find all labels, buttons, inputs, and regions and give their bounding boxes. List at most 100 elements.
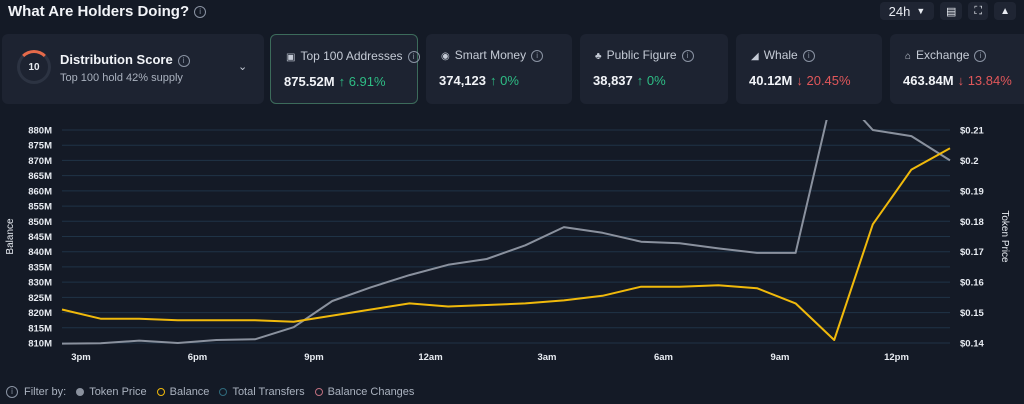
legend-label: Balance Changes <box>327 386 415 398</box>
legend-dot <box>76 388 85 396</box>
metric-card-top-100-addresses[interactable]: ▣ Top 100 Addresses i 875.52M ↑ 6.91% <box>270 34 420 104</box>
metric-card-value: 374,123 ↑ 0% <box>439 73 519 88</box>
info-icon[interactable]: i <box>6 386 18 398</box>
metric-card-whale[interactable]: ◢ Whale i 40.12M ↓ 20.45% <box>736 34 882 104</box>
holders-chart: 880M 875M 870M 865M 860M 855M 850M 845M 840M 835M… <box>5 120 1010 363</box>
whale-icon: ◢ <box>751 51 759 62</box>
x-tick-label: 9am <box>770 352 789 363</box>
info-icon[interactable]: i <box>974 49 987 62</box>
y2-tick-label: $0.18 <box>960 217 984 228</box>
legend-dot <box>156 388 165 396</box>
metric-card-label-text: Public Figure <box>606 48 677 62</box>
legend-label: Total Transfers <box>232 386 305 398</box>
metric-card-label-text: Smart Money <box>454 48 527 62</box>
metric-change: ↑ 0% <box>636 73 666 88</box>
metric-card-label-text: Top 100 Addresses <box>300 49 403 63</box>
y-axis-label: Balance <box>5 218 16 255</box>
info-icon[interactable]: i <box>531 49 544 62</box>
metric-card-value: 38,837 ↑ 0% <box>593 73 666 88</box>
y2-tick-label: $0.16 <box>960 278 984 289</box>
y2-tick-label: $0.19 <box>960 186 984 197</box>
x-tick-label: 3pm <box>71 352 91 363</box>
y-tick-label: 830M <box>28 278 52 289</box>
fullscreen-icon: ⛶ <box>974 4 983 17</box>
y-tick-label: 880M <box>28 126 52 137</box>
calendar-icon: ▤ <box>945 5 957 18</box>
metric-cards: 10 Distribution Score i Top 100 hold 42% … <box>0 34 1024 104</box>
y-tick-label: 850M <box>28 217 52 228</box>
info-icon[interactable]: i <box>194 6 207 19</box>
smart-money-icon: ◉ <box>441 51 450 62</box>
y-tick-label: 835M <box>28 262 52 273</box>
y-tick-label: 815M <box>28 323 52 334</box>
fullscreen-button[interactable]: ⛶ <box>968 2 989 20</box>
metric-value-text: 875.52M <box>284 74 335 89</box>
info-icon[interactable]: i <box>407 50 420 63</box>
y2-tick-label: $0.14 <box>960 339 984 350</box>
metric-card-label: ◉ Smart Money i <box>441 48 544 62</box>
series-line-balance <box>61 147 951 341</box>
y-tick-label: 875M <box>28 141 52 152</box>
legend-item-balance-changes[interactable]: Balance Changes <box>314 386 415 398</box>
metric-card-label: ▣ Top 100 Addresses i <box>286 49 420 63</box>
y-tick-label: 825M <box>28 293 52 304</box>
time-range-select[interactable]: 24h ▼ <box>879 2 934 20</box>
metric-card-label: ◢ Whale i <box>751 48 815 62</box>
calendar-button[interactable]: ▤ <box>939 2 963 20</box>
metric-card-public-figure[interactable]: ♣ Public Figure i 38,837 ↑ 0% <box>580 34 728 104</box>
distribution-score-value: 10 <box>28 61 40 73</box>
x-tick-label: 6am <box>654 352 673 363</box>
y-tick-label: 870M <box>28 156 52 167</box>
metric-change: ↑ 6.91% <box>338 74 386 89</box>
y-tick-label: 840M <box>28 247 52 258</box>
y-tick-label: 865M <box>28 171 52 182</box>
y2-tick-label: $0.2 <box>960 156 979 167</box>
distribution-score-card[interactable]: 10 Distribution Score i Top 100 hold 42% … <box>2 34 264 104</box>
y2-tick-label: $0.17 <box>960 247 984 258</box>
wallet-icon: ▣ <box>286 52 296 63</box>
metric-value-text: 38,837 <box>593 73 633 88</box>
info-icon[interactable]: i <box>177 54 190 67</box>
legend: i Filter by: Token Price Balance Total Tra… <box>6 386 424 398</box>
metric-card-smart-money[interactable]: ◉ Smart Money i 374,123 ↑ 0% <box>426 34 572 104</box>
x-tick-label: 12am <box>418 352 442 363</box>
legend-dot <box>314 388 323 396</box>
x-tick-label: 6pm <box>188 352 208 363</box>
metric-value-text: 463.84M <box>903 73 954 88</box>
page-title: What Are Holders Doing? i <box>8 3 207 20</box>
legend-item-token-price[interactable]: Token Price <box>76 386 147 398</box>
legend-item-balance[interactable]: Balance <box>156 386 210 398</box>
distribution-score-subtitle: Top 100 hold 42% supply <box>60 72 183 84</box>
y-tick-label: 820M <box>28 308 52 319</box>
y-tick-label: 810M <box>28 339 52 350</box>
public-figure-icon: ♣ <box>595 51 602 62</box>
y-tick-label: 860M <box>28 186 52 197</box>
metric-change: ↑ 0% <box>490 73 519 88</box>
y-tick-label: 845M <box>28 232 52 243</box>
chevron-down-icon[interactable]: ⌄ <box>238 61 248 73</box>
metric-card-value: 40.12M ↓ 20.45% <box>749 73 851 88</box>
metric-card-label: ♣ Public Figure i <box>595 48 694 62</box>
y2-tick-label: $0.15 <box>960 308 984 319</box>
metric-card-exchange[interactable]: ⌂ Exchange i 463.84M ↓ 13.84% <box>890 34 1024 104</box>
x-tick-label: 9pm <box>304 352 324 363</box>
metric-card-value: 875.52M ↑ 6.91% <box>284 74 386 89</box>
collapse-button[interactable]: ▲ <box>994 2 1016 20</box>
y2-tick-label: $0.21 <box>960 126 984 137</box>
x-tick-label: 3am <box>537 352 556 363</box>
chevron-up-icon: ▲ <box>1000 5 1010 17</box>
metric-change: ↓ 13.84% <box>957 73 1012 88</box>
legend-item-total-transfers[interactable]: Total Transfers <box>219 386 305 398</box>
info-icon[interactable]: i <box>681 49 694 62</box>
legend-label: Balance <box>169 386 210 398</box>
distribution-score-title: Distribution Score i <box>60 52 190 67</box>
legend-label: Token Price <box>89 386 147 398</box>
metric-value-text: 40.12M <box>749 73 793 88</box>
metric-card-label-text: Exchange <box>916 48 970 62</box>
exchange-icon: ⌂ <box>905 51 912 62</box>
metric-card-value: 463.84M ↓ 13.84% <box>903 73 1012 88</box>
info-icon[interactable]: i <box>802 49 815 62</box>
x-tick-label: 12pm <box>884 352 909 363</box>
y2-axis-label: Token Price <box>999 210 1010 263</box>
metric-card-label: ⌂ Exchange i <box>905 48 987 62</box>
